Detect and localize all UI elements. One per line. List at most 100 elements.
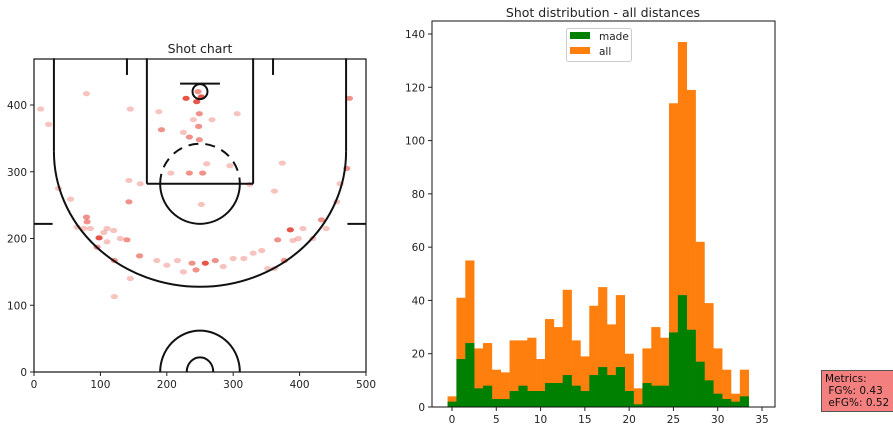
- bar-made: [615, 367, 626, 407]
- shot-hexbin: [82, 91, 91, 97]
- shot-hexbin: [240, 255, 248, 262]
- bar-all: [518, 340, 528, 407]
- shot-hexbin: [153, 257, 161, 264]
- free-throw-circle-top: [159, 142, 241, 184]
- x-tick-label: 35: [755, 414, 768, 426]
- shot-hexbin: [82, 214, 91, 220]
- bar-made: [536, 391, 546, 407]
- hoop: [191, 83, 209, 101]
- bar-made: [500, 399, 510, 407]
- shot-hexbin: [66, 196, 75, 202]
- bar-all: [633, 388, 643, 407]
- x-tick-label: 0: [31, 379, 38, 391]
- bar-made: [731, 401, 741, 407]
- bar-all: [731, 393, 741, 407]
- shot-hexbin: [182, 95, 190, 101]
- legend-swatch-all: [570, 47, 590, 54]
- bar-made: [562, 375, 572, 407]
- bar-all: [704, 303, 714, 407]
- shot-hexbin: [194, 89, 202, 95]
- y-tick-label: 20: [412, 349, 425, 361]
- bar-all: [615, 295, 626, 407]
- bar-all: [651, 327, 661, 407]
- y-tick-label: 100: [7, 300, 27, 312]
- bar-all: [669, 103, 679, 408]
- shot-hexbin: [86, 225, 95, 232]
- bar-all: [571, 340, 581, 407]
- bar-all: [536, 359, 546, 407]
- shot-hexbin: [179, 129, 187, 135]
- shot-hexbin: [37, 106, 45, 112]
- bar-made: [695, 361, 705, 407]
- shot-hexbin: [123, 237, 131, 243]
- x-tick-label: 20: [622, 414, 635, 426]
- x-tick-label: 15: [578, 414, 591, 426]
- bar-made: [527, 391, 537, 407]
- legend-swatch-made: [570, 32, 590, 39]
- bar-all: [491, 369, 502, 407]
- metrics-box: Metrics: FG%: 0.43 eFG%: 0.52: [821, 370, 893, 412]
- bar-made: [660, 385, 670, 407]
- y-tick-label: 40: [412, 295, 425, 307]
- shot-hexbin: [126, 275, 134, 282]
- shot-hexbin: [197, 201, 205, 208]
- shot-hexbin: [199, 170, 207, 176]
- bar-all: [739, 369, 750, 407]
- bar-all: [589, 305, 599, 407]
- bar-made: [465, 343, 475, 407]
- y-tick-label: 120: [405, 82, 425, 94]
- bar-made: [447, 401, 457, 407]
- shot-chart-ticks: 0 100 200 300 400 500 0 100 200 300 400: [7, 100, 376, 391]
- shot-hexbin: [103, 225, 111, 232]
- y-tick-label: 0: [20, 367, 27, 379]
- shot-hexbin: [157, 127, 166, 133]
- shot-hexbin: [195, 111, 203, 117]
- x-tick-label: 500: [356, 379, 376, 391]
- bar-made: [607, 375, 617, 407]
- legend: made all: [566, 28, 632, 62]
- bar-all: [527, 337, 537, 407]
- bar-all: [509, 340, 519, 407]
- shot-hexbin: [110, 227, 118, 234]
- bar-made: [739, 396, 750, 407]
- bar-made: [722, 399, 732, 407]
- x-tick-label: 100: [90, 379, 110, 391]
- bar-all: [545, 319, 555, 407]
- shot-hexbin: [188, 260, 196, 266]
- histogram-bars: [447, 41, 750, 408]
- center-circle-inner: [185, 356, 215, 373]
- bar-made: [642, 383, 652, 407]
- bar-made: [633, 404, 643, 407]
- shot-hexbins: [37, 89, 353, 300]
- shot-hexbin: [203, 161, 211, 167]
- shot-hexbin: [126, 106, 134, 112]
- shot-hexbin: [135, 253, 144, 259]
- shot-hexbin: [179, 269, 187, 275]
- shot-chart-title: Shot chart: [168, 41, 233, 56]
- y-tick-label: 400: [7, 100, 27, 112]
- shot-hexbin: [110, 293, 118, 300]
- shot-hexbin: [317, 217, 326, 223]
- shot-hexbin: [167, 170, 175, 176]
- x-tick-label: 30: [711, 414, 724, 426]
- center-circle-outer: [159, 329, 241, 373]
- bar-made: [456, 359, 466, 407]
- y-tick-label: 300: [7, 167, 27, 179]
- bar-made: [651, 385, 661, 407]
- bar-made: [677, 295, 688, 407]
- bar-made: [624, 391, 634, 407]
- bar-made: [598, 367, 608, 407]
- bar-made: [686, 329, 696, 407]
- bar-made: [669, 332, 679, 407]
- histogram-ticks: 0 5 10 15 20 25 30 35 0 20 40 60 80 100 120 140: [405, 29, 769, 426]
- bar-made: [518, 385, 528, 407]
- shot-hexbin: [116, 235, 124, 242]
- shot-hexbin: [83, 219, 91, 225]
- bar-made: [483, 385, 493, 407]
- shot-hexbin: [270, 188, 278, 194]
- bar-all: [483, 343, 493, 407]
- x-tick-label: 0: [449, 414, 456, 426]
- shot-hexbin: [103, 239, 111, 245]
- shot-hexbin: [201, 260, 209, 266]
